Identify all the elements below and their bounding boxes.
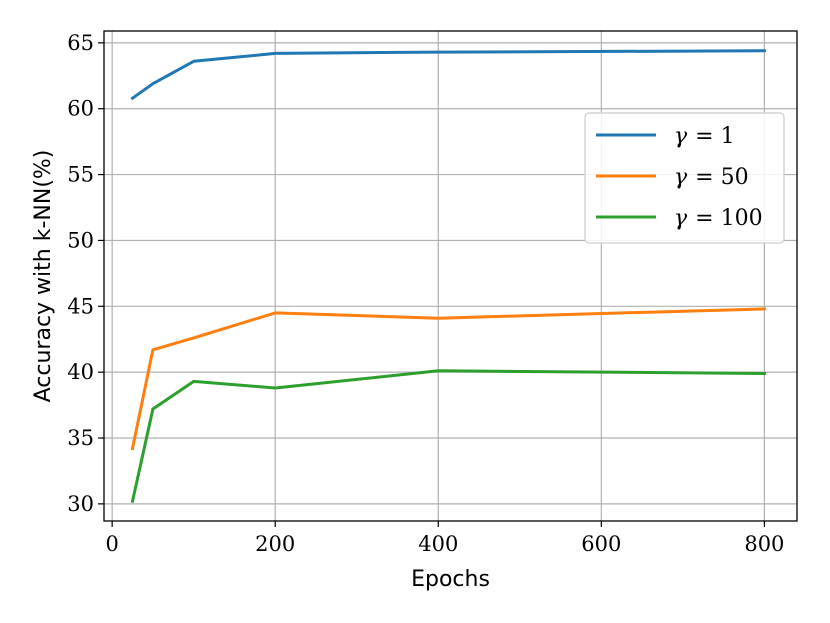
series-lines <box>130 49 766 503</box>
series-line-1 <box>130 307 766 451</box>
x-tick-label: 800 <box>744 532 784 556</box>
legend-label-1: γ = 50 <box>674 165 749 190</box>
x-tick-label: 600 <box>581 532 621 556</box>
legend-label-0: γ = 1 <box>674 124 735 149</box>
y-tick-label: 45 <box>67 294 94 318</box>
y-tick-label: 60 <box>67 97 94 121</box>
y-axis-label: Accuracy with k-NN(%) <box>31 150 56 403</box>
y-tick-label: 30 <box>67 492 94 516</box>
legend: γ = 1 γ = 50 γ = 100 <box>584 112 785 244</box>
series-line-2 <box>130 369 766 503</box>
x-axis-ticks: 0 200 400 600 800 <box>105 521 784 556</box>
legend-box <box>584 112 785 244</box>
y-axis-ticks: 30 35 40 45 50 55 60 65 <box>67 31 104 516</box>
y-tick-label: 35 <box>67 426 94 450</box>
plot-frame <box>103 30 798 522</box>
x-tick-label: 400 <box>418 532 458 556</box>
series-line-0 <box>130 49 766 101</box>
x-tick-label: 200 <box>255 532 295 556</box>
y-tick-label: 55 <box>67 163 94 187</box>
grid-lines <box>104 31 797 521</box>
legend-label-2: γ = 100 <box>674 206 763 231</box>
y-tick-label: 50 <box>67 228 94 252</box>
x-tick-label: 0 <box>105 532 118 556</box>
y-tick-label: 65 <box>67 31 94 55</box>
x-axis-label: Epochs <box>411 567 490 592</box>
y-tick-label: 40 <box>67 360 94 384</box>
